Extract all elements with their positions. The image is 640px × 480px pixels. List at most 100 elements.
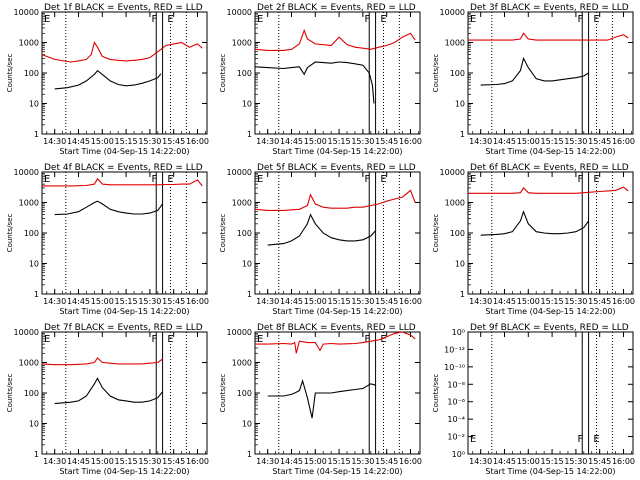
x-tick-label: 15:45 bbox=[375, 137, 398, 146]
lld-series-line bbox=[255, 189, 416, 211]
marker-E-label-left: E bbox=[257, 174, 263, 185]
events-series-line bbox=[255, 61, 375, 104]
y-tick-label: 10000 bbox=[14, 168, 39, 177]
panel-title: Det 2f BLACK = Events, RED = LLD bbox=[257, 3, 416, 13]
x-tick-label: 14:30 bbox=[469, 137, 492, 146]
y-tick-label: 10000 bbox=[14, 328, 39, 337]
x-tick-label: 15:30 bbox=[138, 297, 161, 306]
y-axis-label: Counts/sec bbox=[219, 54, 227, 93]
det-panel-1: Det 1f BLACK = Events, RED = LLD 1 10 100 10… bbox=[6, 3, 209, 156]
y-tick-label: 1000 bbox=[445, 199, 465, 208]
x-tick-label: 16:00 bbox=[399, 457, 422, 466]
x-axis-label: Start Time (04-Sep-15 14:22:00) bbox=[485, 147, 615, 156]
y-tick-label: 10 bbox=[242, 260, 252, 269]
x-tick-label: 14:30 bbox=[43, 137, 66, 146]
y-tick-label: 1 bbox=[247, 290, 252, 299]
events-series-line bbox=[54, 200, 164, 216]
x-tick-label: 15:45 bbox=[162, 457, 185, 466]
plot-frame bbox=[254, 11, 421, 135]
det-panel-4: Det 4f BLACK = Events, RED = LLD 1 10 100 10… bbox=[6, 163, 209, 316]
marker-F-label: F bbox=[364, 14, 370, 25]
x-tick-label: 15:15 bbox=[328, 457, 351, 466]
x-tick-label: 14:30 bbox=[469, 457, 492, 466]
x-tick-label: 14:45 bbox=[67, 457, 90, 466]
x-tick-label: 15:30 bbox=[564, 137, 587, 146]
x-tick-label: 15:00 bbox=[304, 457, 327, 466]
y-axis-label: Counts/sec bbox=[432, 374, 440, 413]
marker-E-label-left: E bbox=[470, 434, 476, 445]
det-panel-2: Det 2f BLACK = Events, RED = LLD 1 10 100 10… bbox=[219, 3, 422, 156]
x-tick-label: 15:00 bbox=[517, 297, 540, 306]
x-tick-label: 14:45 bbox=[280, 137, 303, 146]
y-tick-label: 10 bbox=[242, 420, 252, 429]
marker-E-label: E bbox=[167, 174, 173, 185]
marker-F-label: F bbox=[577, 174, 583, 185]
y-tick-label: 10000 bbox=[227, 8, 252, 17]
y-tick-label: 1 bbox=[247, 130, 252, 139]
x-tick-label: 15:00 bbox=[517, 137, 540, 146]
panel-title: Det 3f BLACK = Events, RED = LLD bbox=[470, 3, 629, 13]
x-tick-label: 15:30 bbox=[138, 457, 161, 466]
y-tick-label: 10000 bbox=[227, 168, 252, 177]
y-tick-label: 100 bbox=[237, 69, 252, 78]
y-tick-label: 100 bbox=[237, 229, 252, 238]
marker-F-label: F bbox=[151, 174, 157, 185]
x-tick-label: 14:30 bbox=[256, 137, 279, 146]
x-tick-label: 15:00 bbox=[91, 297, 114, 306]
x-tick-label: 15:15 bbox=[115, 137, 138, 146]
y-tick-label: 10⁻² bbox=[447, 433, 465, 442]
y-tick-label: 10 bbox=[455, 260, 465, 269]
x-tick-label: 15:15 bbox=[328, 297, 351, 306]
y-tick-label: 1 bbox=[460, 130, 465, 139]
det-panel-3: Det 3f BLACK = Events, RED = LLD 1 10 100 10… bbox=[432, 3, 635, 156]
marker-E-label-left: E bbox=[470, 14, 476, 25]
marker-F-label: F bbox=[364, 174, 370, 185]
det-panel-9: Det 9f BLACK = Events, RED = LLD 10⁰ 10⁻² 1… bbox=[432, 323, 635, 476]
y-tick-label: 10⁰ bbox=[452, 450, 465, 459]
x-tick-label: 15:45 bbox=[588, 297, 611, 306]
marker-E-label-left: E bbox=[470, 174, 476, 185]
x-tick-label: 16:00 bbox=[612, 137, 635, 146]
lld-series-line bbox=[468, 186, 629, 194]
marker-E-label: E bbox=[593, 14, 599, 25]
x-tick-label: 14:30 bbox=[43, 457, 66, 466]
events-series-line bbox=[480, 210, 590, 236]
x-tick-label: 15:30 bbox=[351, 137, 374, 146]
x-tick-label: 14:45 bbox=[280, 297, 303, 306]
x-tick-label: 15:15 bbox=[541, 297, 564, 306]
x-tick-label: 14:45 bbox=[67, 137, 90, 146]
x-axis-label: Start Time (04-Sep-15 14:22:00) bbox=[272, 307, 402, 316]
marker-E-label: E bbox=[380, 14, 386, 25]
y-axis-label: Counts/sec bbox=[432, 214, 440, 253]
y-tick-label: 10⁻¹² bbox=[444, 345, 465, 354]
events-series-line bbox=[480, 56, 589, 86]
x-tick-label: 15:45 bbox=[375, 297, 398, 306]
y-axis-label: Counts/sec bbox=[219, 214, 227, 253]
marker-E-label-left: E bbox=[257, 334, 263, 345]
plot-frame bbox=[41, 171, 208, 295]
x-tick-label: 16:00 bbox=[612, 457, 635, 466]
plot-frame bbox=[41, 11, 208, 135]
plot-frame bbox=[254, 171, 421, 295]
y-tick-label: 1 bbox=[34, 130, 39, 139]
x-axis-label: Start Time (04-Sep-15 14:22:00) bbox=[59, 147, 189, 156]
panel-title: Det 9f BLACK = Events, RED = LLD bbox=[470, 323, 629, 333]
lld-series-line bbox=[255, 332, 416, 354]
x-axis-label: Start Time (04-Sep-15 14:22:00) bbox=[59, 467, 189, 476]
x-tick-label: 15:45 bbox=[588, 457, 611, 466]
x-tick-label: 14:45 bbox=[280, 457, 303, 466]
y-axis-label: Counts/sec bbox=[219, 374, 227, 413]
plot-frame bbox=[254, 331, 421, 455]
x-tick-label: 15:30 bbox=[351, 297, 374, 306]
y-tick-label: 10000 bbox=[227, 328, 252, 337]
marker-E-label-left: E bbox=[257, 14, 263, 25]
det-panel-8: Det 8f BLACK = Events, RED = LLD 1 10 100 10… bbox=[219, 323, 422, 476]
y-tick-label: 100 bbox=[237, 389, 252, 398]
marker-E-label: E bbox=[380, 334, 386, 345]
x-tick-label: 15:00 bbox=[304, 137, 327, 146]
marker-F-label: F bbox=[151, 334, 157, 345]
x-axis-label: Start Time (04-Sep-15 14:22:00) bbox=[272, 467, 402, 476]
marker-E-label: E bbox=[167, 334, 173, 345]
x-tick-label: 15:30 bbox=[351, 457, 374, 466]
det-panel-5: Det 5f BLACK = Events, RED = LLD 1 10 100 10… bbox=[219, 163, 422, 316]
